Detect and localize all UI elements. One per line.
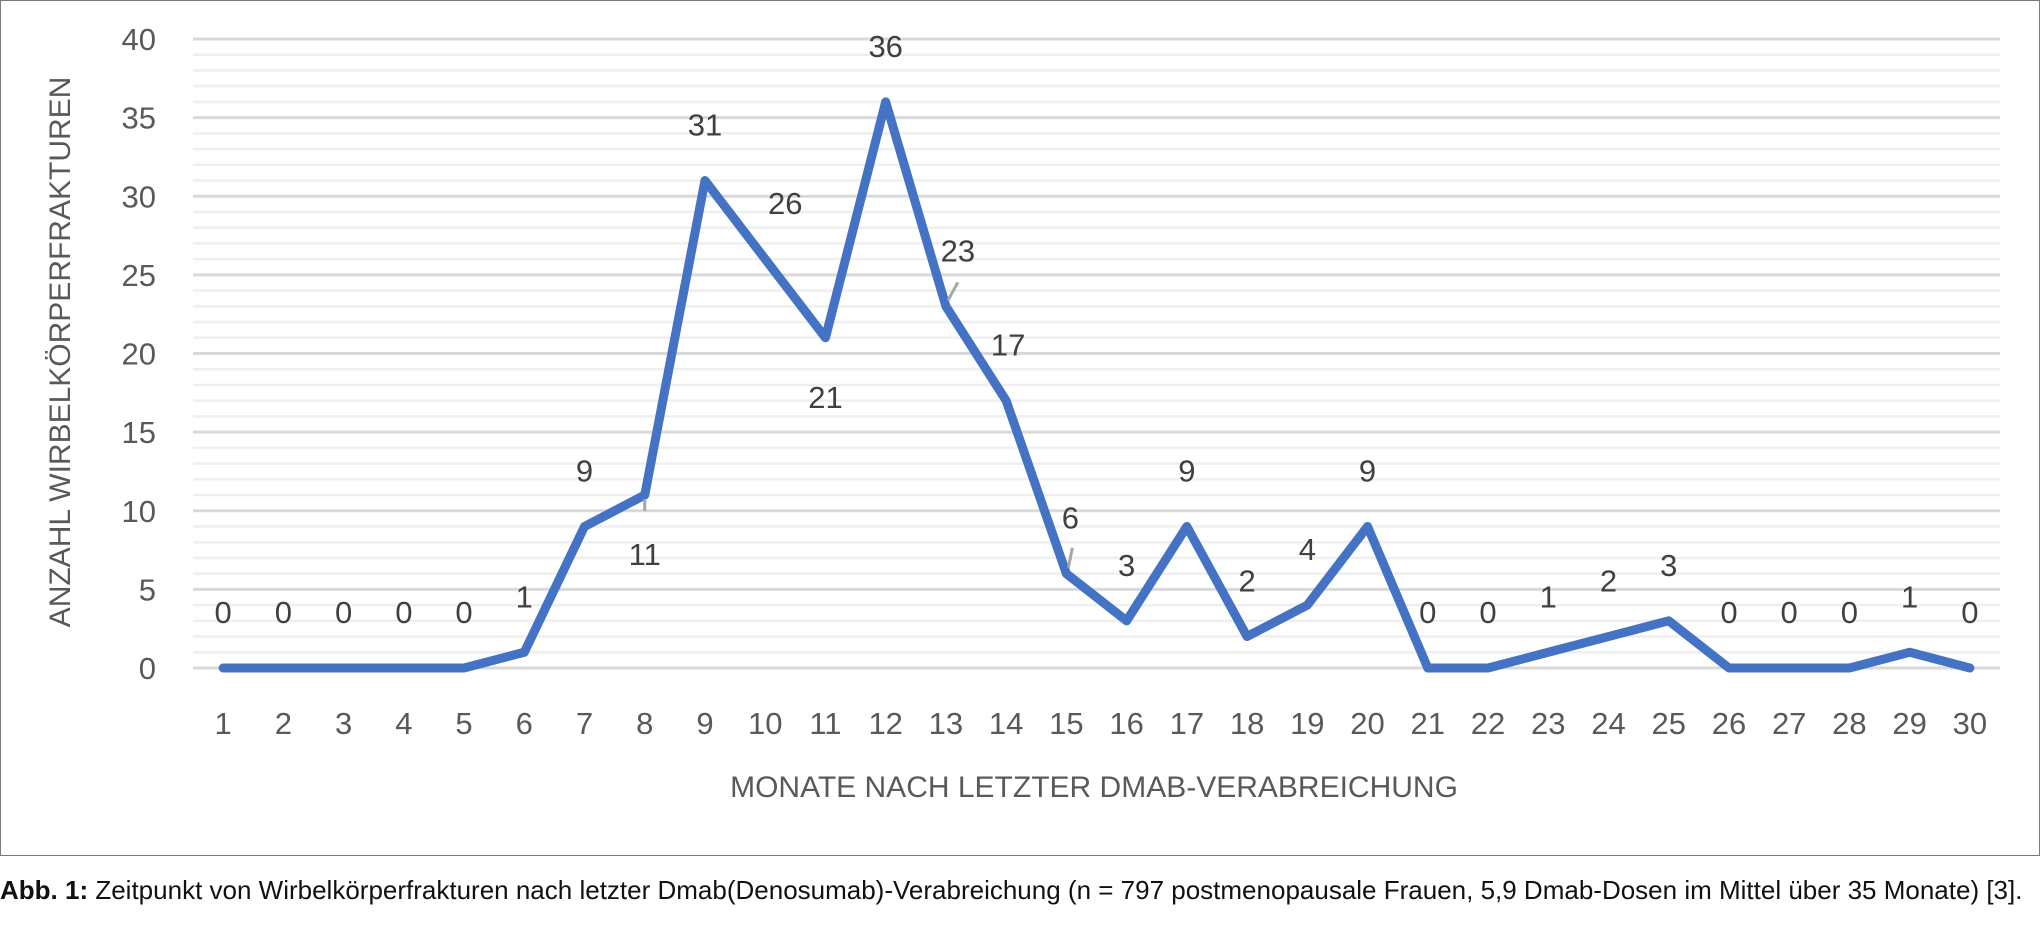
data-label: 1 (1901, 579, 1918, 614)
data-label: 2 (1600, 564, 1617, 599)
data-label: 6 (1062, 501, 1079, 536)
data-label: 2 (1238, 564, 1255, 599)
x-tick-label: 20 (1350, 706, 1384, 741)
y-tick-label: 15 (122, 415, 156, 450)
x-tick-label: 9 (696, 706, 713, 741)
data-label: 0 (1841, 595, 1858, 630)
x-tick-label: 28 (1832, 706, 1866, 741)
data-label: 0 (1961, 595, 1978, 630)
data-label: 1 (516, 579, 533, 614)
data-label: 1 (1540, 579, 1557, 614)
data-label: 4 (1299, 532, 1316, 567)
data-label: 9 (1178, 453, 1195, 488)
data-label: 0 (275, 595, 292, 630)
figure-caption: Abb. 1: Zeitpunkt von Wirbelkörperfraktu… (0, 873, 2043, 908)
data-label: 3 (1660, 548, 1677, 583)
data-label: 9 (576, 453, 593, 488)
x-tick-label: 27 (1772, 706, 1806, 741)
data-label: 9 (1359, 453, 1376, 488)
data-label: 0 (1419, 595, 1436, 630)
data-label: 23 (941, 233, 975, 268)
y-tick-label: 5 (139, 572, 156, 607)
x-tick-label: 10 (748, 706, 782, 741)
y-tick-label: 20 (122, 337, 156, 372)
x-tick-label: 29 (1892, 706, 1926, 741)
chart-frame (0, 0, 2040, 856)
data-label: 0 (395, 595, 412, 630)
y-tick-label: 35 (122, 101, 156, 136)
data-label: 26 (768, 186, 802, 221)
x-tick-label: 14 (989, 706, 1023, 741)
x-tick-label: 19 (1290, 706, 1324, 741)
x-tick-label: 24 (1591, 706, 1625, 741)
series-line (218, 97, 1975, 673)
x-tick-label: 2 (275, 706, 292, 741)
x-tick-label: 17 (1170, 706, 1204, 741)
x-tick-label: 18 (1230, 706, 1264, 741)
x-tick-label: 1 (214, 706, 231, 741)
y-tick-label: 30 (122, 179, 156, 214)
gridlines (193, 37, 2000, 670)
y-axis-title: ANZAHL WIRBELKÖRPERFRAKTUREN (44, 77, 77, 628)
x-tick-label: 25 (1651, 706, 1685, 741)
data-label: 3 (1118, 548, 1135, 583)
series (218, 97, 1975, 673)
x-tick-label: 12 (868, 706, 902, 741)
leader-line (946, 281, 960, 302)
leader-line (1066, 547, 1074, 568)
data-label: 0 (1781, 595, 1798, 630)
x-tick-label: 26 (1712, 706, 1746, 741)
data-label: 31 (688, 108, 722, 143)
data-label: 0 (214, 595, 231, 630)
x-axis-title: MONATE NACH LETZTER DMAB-VERABREICHUNG (730, 771, 1458, 804)
data-label: 21 (808, 380, 842, 415)
x-tick-label: 22 (1471, 706, 1505, 741)
x-tick-label: 3 (335, 706, 352, 741)
data-label: 17 (991, 328, 1025, 363)
x-tick-label: 7 (576, 706, 593, 741)
caption-text: Zeitpunkt von Wirbelkörperfrakturen nach… (95, 875, 2023, 905)
x-tick-label: 11 (809, 706, 841, 741)
y-tick-label: 40 (122, 22, 156, 57)
data-label: 11 (629, 537, 661, 572)
x-tick-label: 15 (1049, 706, 1083, 741)
y-tick-labels: 0 5 10 15 20 25 30 35 40 (122, 22, 156, 686)
x-tick-label: 16 (1109, 706, 1143, 741)
x-tick-label: 8 (636, 706, 653, 741)
x-tick-label: 13 (929, 706, 963, 741)
x-tick-label: 4 (395, 706, 412, 741)
caption-label: Abb. 1: (0, 875, 89, 905)
y-tick-label: 0 (139, 651, 156, 686)
x-tick-label: 5 (455, 706, 472, 741)
x-tick-label: 21 (1411, 706, 1445, 741)
data-label: 0 (1479, 595, 1496, 630)
x-tick-labels: 1 2 3 4 5 6 7 8 9 10 11 12 13 14 15 16 17 18 19 20 21 22 23 24 2… (214, 706, 1987, 741)
data-label: 0 (455, 595, 472, 630)
x-tick-label: 6 (516, 706, 533, 741)
x-tick-label: 23 (1531, 706, 1565, 741)
data-label: 0 (1720, 595, 1737, 630)
data-label: 0 (335, 595, 352, 630)
x-tick-label: 30 (1953, 706, 1987, 741)
y-tick-label: 25 (122, 258, 156, 293)
y-tick-label: 10 (122, 494, 156, 529)
data-label: 36 (868, 29, 902, 64)
